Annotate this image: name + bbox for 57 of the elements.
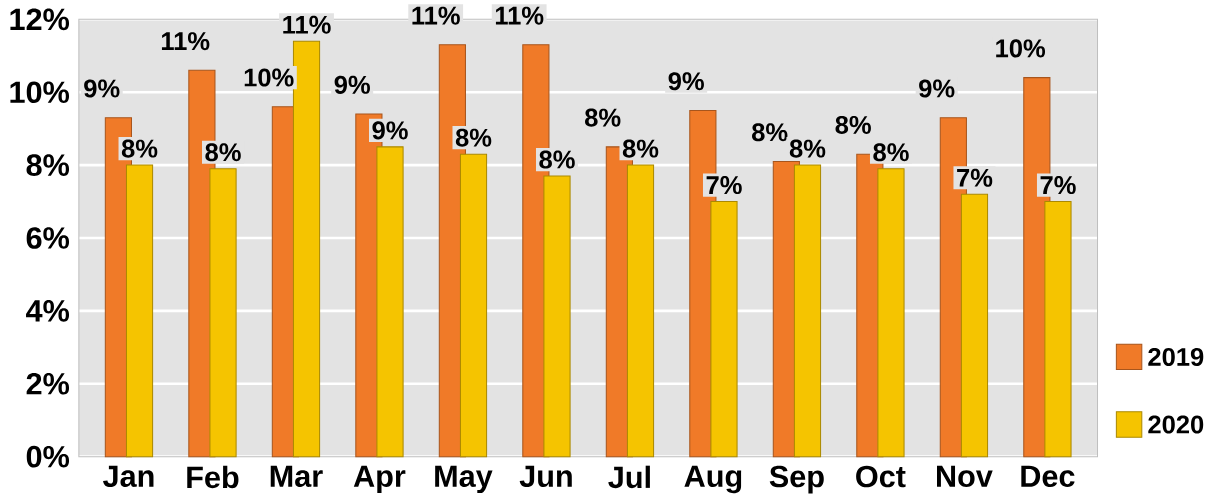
data-label: 9%: [668, 72, 704, 91]
x-tick-label: Jul: [608, 465, 650, 489]
data-label: 8%: [622, 139, 659, 158]
bar: [459, 153, 488, 458]
bar: [710, 201, 738, 458]
data-label: 9%: [372, 121, 408, 140]
x-tick-label: Dec: [1021, 465, 1075, 488]
data-label: 7%: [1040, 176, 1076, 195]
data-label: 8%: [873, 143, 909, 162]
x-tick-label: Oct: [856, 465, 906, 488]
data-label: 11%: [161, 32, 210, 51]
x-tick-label: Sep: [769, 465, 824, 494]
legend-label: 2019: [1148, 347, 1204, 366]
bar: [877, 168, 905, 458]
y-tick-label: 6%: [26, 227, 70, 249]
y-tick-label: 12%: [10, 8, 70, 31]
data-label: 8%: [455, 128, 492, 147]
bar: [793, 164, 822, 458]
bar: [626, 164, 655, 458]
data-label: 9%: [334, 75, 370, 94]
data-label: 10%: [244, 68, 294, 87]
data-label: 8%: [752, 123, 788, 142]
data-label: 11%: [495, 6, 544, 25]
data-label: 10%: [996, 39, 1046, 58]
x-tick-label: Apr: [353, 465, 406, 494]
data-label: 8%: [585, 108, 621, 127]
x-tick-label: Mar: [270, 465, 323, 488]
bar: [209, 168, 237, 458]
x-tick-label: Feb: [187, 465, 239, 489]
bar: [543, 175, 571, 458]
data-label: 8%: [539, 150, 575, 169]
data-label: 8%: [789, 139, 826, 158]
y-tick-label: 10%: [10, 81, 70, 104]
data-label: 7%: [706, 176, 742, 195]
y-tick-label: 4%: [26, 300, 70, 322]
bar: [376, 146, 404, 458]
x-tick-label: May: [435, 465, 493, 494]
data-label: 8%: [835, 115, 871, 134]
x-tick-label: Jun: [519, 465, 572, 488]
data-label: 7%: [957, 168, 993, 187]
y-tick-label: 0%: [26, 445, 70, 468]
bar: [1044, 201, 1072, 458]
data-label: 9%: [919, 79, 955, 98]
x-tick-label: Aug: [684, 465, 742, 494]
bar: [960, 193, 989, 458]
y-tick-label: 2%: [26, 372, 70, 395]
data-label: 9%: [84, 79, 120, 98]
bar: [125, 164, 154, 458]
y-tick-label: 8%: [26, 154, 70, 176]
bar: [292, 40, 321, 458]
data-label: 11%: [283, 15, 331, 34]
legend-label: 2020: [1148, 415, 1204, 434]
data-label: 8%: [205, 143, 241, 162]
data-label: 8%: [121, 139, 158, 158]
x-tick-label: Jan: [103, 465, 154, 488]
x-tick-label: Nov: [937, 465, 993, 488]
data-label: 11%: [412, 6, 460, 25]
